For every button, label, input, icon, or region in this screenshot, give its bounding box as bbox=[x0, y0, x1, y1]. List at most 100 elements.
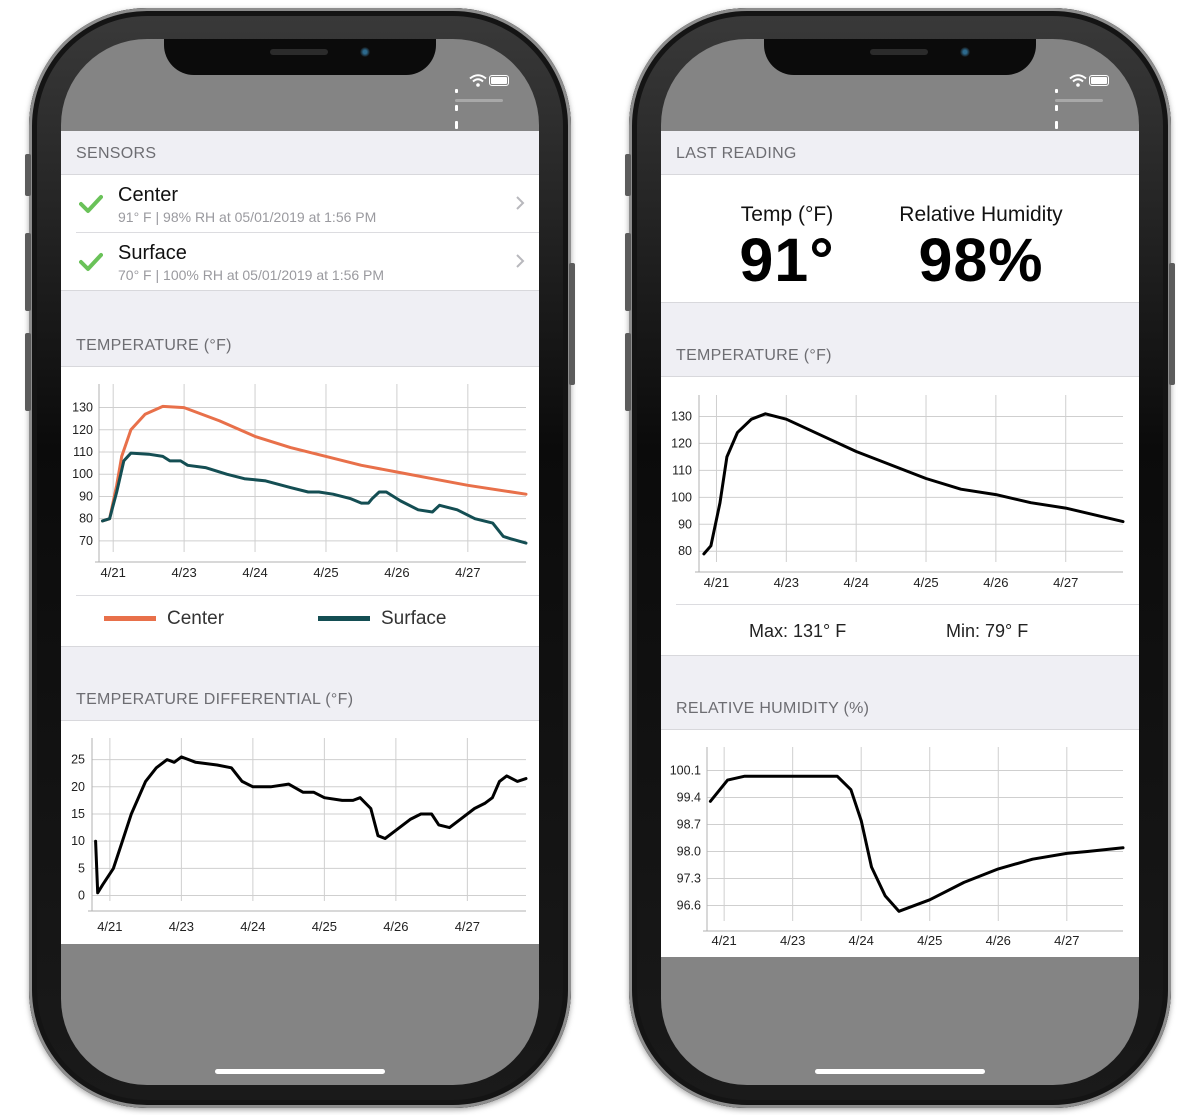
wifi-icon bbox=[1069, 74, 1087, 87]
y-tick-label: 90 bbox=[678, 517, 692, 531]
x-tick-label: 4/24 bbox=[242, 565, 267, 580]
temperature-section-header: TEMPERATURE (°F) bbox=[61, 323, 539, 367]
humidity-value: 98% bbox=[918, 226, 1044, 294]
x-tick-label: 4/24 bbox=[844, 575, 869, 590]
x-tick-label: 4/25 bbox=[312, 919, 337, 934]
y-tick-label: 25 bbox=[71, 753, 85, 767]
y-tick-label: 70 bbox=[79, 534, 93, 548]
speaker-grille bbox=[870, 49, 928, 55]
screen-right: LAST READING Temp (°F) 91° Relative Humi… bbox=[661, 39, 1139, 1085]
series-line-differential bbox=[94, 755, 528, 895]
x-tick-label: 4/27 bbox=[1053, 575, 1078, 590]
volume-down-button bbox=[625, 333, 631, 411]
series-line-surface bbox=[101, 451, 528, 545]
sensor-detail: 91° F | 98% RH at 05/01/2019 at 1:56 PM bbox=[118, 209, 377, 225]
volume-up-button bbox=[25, 233, 31, 311]
y-tick-label: 96.6 bbox=[677, 899, 701, 913]
legend-swatch-center bbox=[104, 616, 156, 621]
chart-legend: Center Surface bbox=[61, 596, 539, 646]
camera-icon bbox=[960, 47, 970, 57]
x-tick-label: 4/27 bbox=[1054, 933, 1079, 948]
x-tick-label: 4/25 bbox=[917, 933, 942, 948]
differential-section-header: TEMPERATURE DIFFERENTIAL (°F) bbox=[61, 677, 539, 721]
x-tick-label: 4/21 bbox=[704, 575, 729, 590]
max-temp: Max: 131° F bbox=[749, 621, 847, 641]
min-temp: Min: 79° F bbox=[946, 621, 1029, 641]
x-tick-label: 4/21 bbox=[711, 933, 736, 948]
y-tick-label: 20 bbox=[71, 780, 85, 794]
battery-icon bbox=[1089, 75, 1109, 86]
pull-down-indicator bbox=[455, 99, 503, 102]
side-button bbox=[569, 263, 575, 385]
side-button bbox=[1169, 263, 1175, 385]
temperature-chart: 80 90 100 110 120 130 4/21 4/23 4/24 4/25 4/26 4/27 bbox=[671, 395, 1125, 590]
y-tick-label: 98.7 bbox=[677, 817, 701, 831]
y-tick-label: 110 bbox=[672, 463, 692, 477]
battery-icon bbox=[489, 75, 509, 86]
wifi-icon bbox=[469, 74, 487, 87]
speaker-grille bbox=[270, 49, 328, 55]
series-line-center bbox=[101, 404, 528, 523]
y-tick-label: 110 bbox=[73, 445, 93, 459]
humidity-section-header: RELATIVE HUMIDITY (%) bbox=[661, 686, 1139, 730]
x-tick-label: 4/27 bbox=[455, 565, 480, 580]
x-tick-label: 4/24 bbox=[849, 933, 874, 948]
sensor-row-surface[interactable]: Surface 70° F | 100% RH at 05/01/2019 at… bbox=[61, 233, 539, 290]
temperature-stats: Max: 131° F Min: 79° F bbox=[661, 605, 1139, 655]
x-tick-label: 4/26 bbox=[983, 575, 1008, 590]
y-tick-label: 5 bbox=[78, 861, 85, 875]
mute-switch bbox=[25, 154, 31, 196]
y-tick-label: 130 bbox=[72, 401, 93, 415]
y-tick-label: 100 bbox=[671, 490, 692, 504]
notch bbox=[764, 39, 1036, 75]
x-tick-label: 4/21 bbox=[101, 565, 126, 580]
y-tick-label: 97.3 bbox=[677, 872, 701, 886]
chevron-right-icon bbox=[516, 254, 525, 268]
x-tick-label: 4/23 bbox=[171, 565, 196, 580]
sensor-row-center[interactable]: Center 91° F | 98% RH at 05/01/2019 at 1… bbox=[61, 175, 539, 232]
sensor-detail: 70° F | 100% RH at 05/01/2019 at 1:56 PM bbox=[118, 267, 385, 283]
row-divider bbox=[76, 232, 539, 233]
y-tick-label: 80 bbox=[79, 512, 93, 526]
x-tick-label: 4/23 bbox=[774, 575, 799, 590]
checkmark-icon bbox=[79, 195, 103, 213]
content-right: LAST READING Temp (°F) 91° Relative Humi… bbox=[661, 131, 1139, 957]
notch bbox=[164, 39, 436, 75]
y-tick-label: 15 bbox=[71, 807, 85, 821]
x-tick-label: 4/23 bbox=[169, 919, 194, 934]
x-tick-label: 4/27 bbox=[455, 919, 480, 934]
y-tick-label: 0 bbox=[78, 889, 85, 903]
series-line-humidity bbox=[708, 774, 1125, 913]
section-gap bbox=[661, 303, 1139, 333]
legend-swatch-surface bbox=[318, 616, 370, 621]
content-left: SENSORS Center 91° F | 98% RH at 05/01/2… bbox=[61, 131, 539, 944]
home-indicator[interactable] bbox=[215, 1069, 385, 1074]
x-tick-label: 4/26 bbox=[383, 919, 408, 934]
last-reading-section-header: LAST READING bbox=[661, 131, 1139, 175]
series-line-temperature bbox=[702, 412, 1125, 556]
humidity-chart: 96.6 97.3 98.0 98.7 99.4 100.1 4/21 4/23 4/24 4/2… bbox=[670, 747, 1125, 948]
legend-divider bbox=[76, 595, 539, 596]
pull-down-indicator bbox=[1055, 99, 1103, 102]
sensor-name: Center bbox=[118, 184, 179, 206]
humidity-label: Relative Humidity bbox=[899, 203, 1063, 226]
x-tick-label: 4/26 bbox=[986, 933, 1011, 948]
x-tick-label: 4/21 bbox=[97, 919, 122, 934]
mute-switch bbox=[625, 154, 631, 196]
temperature-section-header: TEMPERATURE (°F) bbox=[661, 333, 1139, 377]
x-tick-label: 4/23 bbox=[780, 933, 805, 948]
x-tick-label: 4/25 bbox=[313, 565, 338, 580]
checkmark-icon bbox=[79, 253, 103, 271]
y-tick-label: 120 bbox=[671, 436, 692, 450]
differential-chart: 0 5 10 15 20 25 4/21 4/23 4/24 4/25 4/26 4/27 bbox=[71, 738, 528, 934]
y-tick-label: 100.1 bbox=[670, 763, 701, 777]
x-tick-label: 4/25 bbox=[913, 575, 938, 590]
section-gap bbox=[61, 290, 539, 323]
chevron-right-icon bbox=[516, 196, 525, 210]
y-tick-label: 130 bbox=[671, 409, 692, 423]
y-tick-label: 80 bbox=[678, 544, 692, 558]
section-gap bbox=[661, 655, 1139, 686]
section-gap bbox=[61, 646, 539, 677]
home-indicator[interactable] bbox=[815, 1069, 985, 1074]
y-tick-label: 120 bbox=[72, 423, 93, 437]
